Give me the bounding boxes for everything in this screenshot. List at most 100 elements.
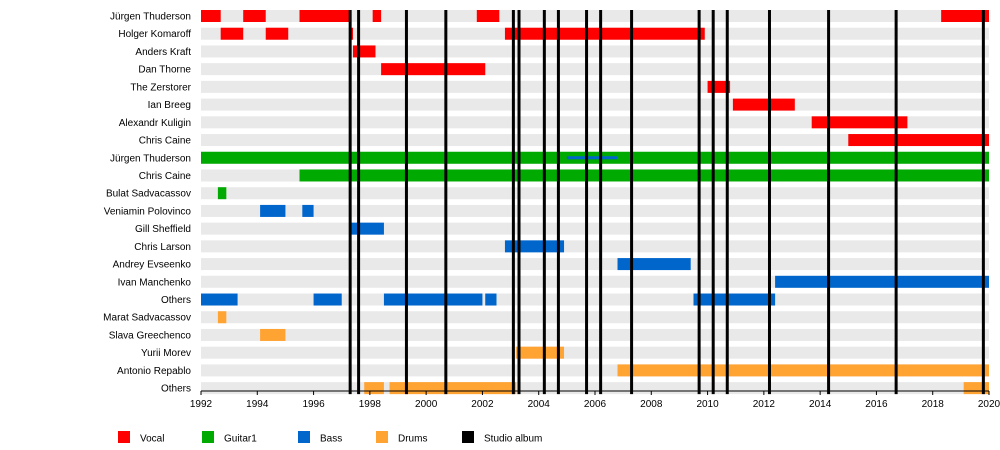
bar-jurgen-thuderson-vocal-0-1 xyxy=(243,10,266,22)
row-label-antonio-repablo-drums-20: Antonio Repablo xyxy=(117,366,191,377)
x-axis: 1992 1994 1996 1998 2000 2002 2004 2006 2008 2010… xyxy=(190,390,1000,410)
row-label-others-bass-16: Others xyxy=(161,295,191,306)
bar-others-bass-16-3 xyxy=(485,293,497,306)
bar-veniamin-polovinco-bass-11-1 xyxy=(302,204,314,217)
x-tick-label-1998: 1998 xyxy=(359,399,382,410)
row-label-jurgen-thuderson-vocal-0: Jürgen Thuderson xyxy=(110,12,191,23)
bar-others-drums-21-0 xyxy=(364,382,384,395)
row-track-andrey-evseenko-bass-14 xyxy=(201,258,989,271)
legend-label-guitar1: Guitar1 xyxy=(224,434,257,445)
bar-others-bass-16-1 xyxy=(313,293,342,306)
x-tick-label-2016: 2016 xyxy=(865,399,888,410)
x-tick-label-2014: 2014 xyxy=(809,399,832,410)
row-label-the-zerstorer-vocal-4: The Zerstorer xyxy=(130,82,191,93)
row-track-ian-breeg-vocal-5 xyxy=(201,98,989,111)
legend-label-studio-album: Studio album xyxy=(484,434,542,445)
legend-label-vocal: Vocal xyxy=(140,434,164,445)
bar-holger-komaroff-vocal-1-0 xyxy=(220,27,244,40)
row-track-jurgen-thuderson-vocal-0 xyxy=(201,10,989,22)
row-track-yurii-morev-drums-19 xyxy=(201,346,989,359)
bar-chris-caine-guitar1-9-0 xyxy=(299,169,989,182)
row-label-chris-larson-bass-13: Chris Larson xyxy=(134,242,191,253)
legend-swatch-bass xyxy=(298,431,310,443)
bar-others-bass-16-4 xyxy=(693,293,776,306)
member-bars xyxy=(201,10,989,395)
bar-jurgen-thuderson-vocal-0-5 xyxy=(941,10,989,22)
bar-others-drums-21-2 xyxy=(963,382,989,395)
row-track-anders-kraft-vocal-2 xyxy=(201,45,989,58)
row-label-ivan-manchenko-bass-15: Ivan Manchenko xyxy=(118,277,192,288)
row-label-holger-komaroff-vocal-1: Holger Komaroff xyxy=(118,29,191,40)
bar-chris-caine-vocal-7-0 xyxy=(848,134,989,147)
row-track-bulat-sadvacassov-guitar1-10 xyxy=(201,187,989,200)
bar-bulat-sadvacassov-guitar1-10-0 xyxy=(217,187,227,200)
bar-jurgen-thuderson-vocal-0-2 xyxy=(299,10,351,22)
x-tick-label-1992: 1992 xyxy=(190,399,213,410)
bar-jurgen-thuderson-vocal-0-3 xyxy=(372,10,382,22)
x-tick-label-2018: 2018 xyxy=(922,399,945,410)
bar-jurgen-thuderson-vocal-0-0 xyxy=(201,10,221,22)
row-label-bulat-sadvacassov-guitar1-10: Bulat Sadvacassov xyxy=(106,189,191,200)
row-label-yurii-morev-drums-19: Yurii Morev xyxy=(141,348,191,359)
bar-anders-kraft-vocal-2-0 xyxy=(352,45,376,58)
legend-label-drums: Drums xyxy=(398,434,427,445)
row-track-alexandr-kuligin-vocal-6 xyxy=(201,116,989,129)
row-label-marat-sadvacassov-drums-17: Marat Sadvacassov xyxy=(103,313,191,324)
row-label-others-drums-21: Others xyxy=(161,384,191,395)
x-tick-label-1996: 1996 xyxy=(302,399,325,410)
x-tick-label-2020: 2020 xyxy=(978,399,1000,410)
row-track-slava-greechenco-drums-18 xyxy=(201,328,989,341)
bar-holger-komaroff-vocal-1-1 xyxy=(265,27,289,40)
studio-album-lines xyxy=(348,10,985,395)
bar-others-bass-16-0 xyxy=(201,293,238,306)
x-tick-label-2008: 2008 xyxy=(640,399,663,410)
x-tick-label-2012: 2012 xyxy=(753,399,776,410)
row-track-veniamin-polovinco-bass-11 xyxy=(201,204,989,217)
row-track-dan-thorne-vocal-3 xyxy=(201,63,989,76)
row-track-marat-sadvacassov-drums-17 xyxy=(201,311,989,324)
bar-ivan-manchenko-bass-15-0 xyxy=(775,275,989,288)
row-label-gill-sheffield-bass-12: Gill Sheffield xyxy=(135,224,191,235)
legend-label-bass: Bass xyxy=(320,434,342,445)
row-label-jurgen-thuderson-guitar1-8: Jürgen Thuderson xyxy=(110,153,191,164)
legend-swatch-guitar1 xyxy=(202,431,214,443)
bar-ian-breeg-vocal-5-0 xyxy=(732,98,795,111)
bar-slava-greechenco-drums-18-0 xyxy=(260,328,286,341)
row-track-gill-sheffield-bass-12 xyxy=(201,222,989,235)
x-tick-label-1994: 1994 xyxy=(246,399,269,410)
row-label-ian-breeg-vocal-5: Ian Breeg xyxy=(148,100,191,111)
legend-swatch-vocal xyxy=(118,431,130,443)
x-tick-label-2000: 2000 xyxy=(415,399,438,410)
bar-others-bass-16-2 xyxy=(383,293,483,306)
bar-marat-sadvacassov-drums-17-0 xyxy=(217,311,227,324)
row-label-anders-kraft-vocal-2: Anders Kraft xyxy=(135,47,191,58)
bar-others-drums-21-1 xyxy=(389,382,517,395)
row-label-andrey-evseenko-bass-14: Andrey Evseenko xyxy=(113,260,192,271)
row-labels: Jürgen Thuderson Holger Komaroff Anders Kr… xyxy=(103,12,191,395)
legend-swatch-studio-album xyxy=(462,431,474,443)
overlay-bar-jurgen-thuderson-guitar1-8 xyxy=(566,156,618,160)
bar-holger-komaroff-vocal-1-3 xyxy=(504,27,705,40)
x-tick-label-2006: 2006 xyxy=(584,399,607,410)
bar-andrey-evseenko-bass-14-0 xyxy=(617,258,691,271)
bar-gill-sheffield-bass-12-0 xyxy=(350,222,384,235)
bar-dan-thorne-vocal-3-0 xyxy=(381,63,486,76)
row-track-chris-caine-vocal-7 xyxy=(201,134,989,147)
row-tracks xyxy=(201,10,989,395)
row-track-chris-larson-bass-13 xyxy=(201,240,989,253)
bar-antonio-repablo-drums-20-0 xyxy=(617,364,989,377)
x-tick-label-2004: 2004 xyxy=(528,399,551,410)
bar-jurgen-thuderson-vocal-0-4 xyxy=(476,10,500,22)
row-label-dan-thorne-vocal-3: Dan Thorne xyxy=(138,65,191,76)
bar-alexandr-kuligin-vocal-6-0 xyxy=(811,116,908,129)
row-label-veniamin-polovinco-bass-11: Veniamin Polovinco xyxy=(104,206,192,217)
row-label-slava-greechenco-drums-18: Slava Greechenco xyxy=(109,330,192,341)
legend: Vocal Guitar1 Bass Drums Studio album xyxy=(118,431,542,445)
x-tick-label-2010: 2010 xyxy=(696,399,719,410)
row-label-chris-caine-vocal-7: Chris Caine xyxy=(139,136,192,147)
bar-yurii-morev-drums-19-0 xyxy=(516,346,565,359)
x-tick-label-2002: 2002 xyxy=(471,399,494,410)
row-label-chris-caine-guitar1-9: Chris Caine xyxy=(139,171,192,182)
row-label-alexandr-kuligin-vocal-6: Alexandr Kuligin xyxy=(119,118,191,129)
